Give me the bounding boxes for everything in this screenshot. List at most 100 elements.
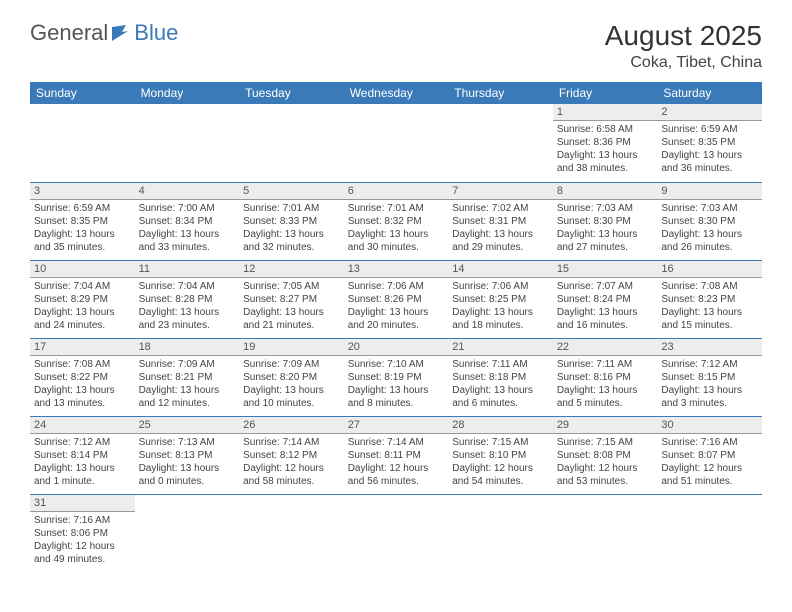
sunset-text: Sunset: 8:35 PM: [34, 215, 131, 228]
calendar-table: SundayMondayTuesdayWednesdayThursdayFrid…: [30, 82, 762, 572]
day-details: Sunrise: 7:06 AMSunset: 8:25 PMDaylight:…: [448, 278, 553, 336]
day-details: Sunrise: 6:58 AMSunset: 8:36 PMDaylight:…: [553, 121, 658, 179]
day-number: 15: [553, 261, 658, 278]
sunset-text: Sunset: 8:19 PM: [348, 371, 445, 384]
weekday-header: Thursday: [448, 82, 553, 104]
day-number: 23: [657, 339, 762, 356]
day-number: 26: [239, 417, 344, 434]
calendar-cell: 10Sunrise: 7:04 AMSunset: 8:29 PMDayligh…: [30, 260, 135, 338]
daylight-text: Daylight: 12 hours and 53 minutes.: [557, 462, 654, 488]
sunset-text: Sunset: 8:32 PM: [348, 215, 445, 228]
sunset-text: Sunset: 8:25 PM: [452, 293, 549, 306]
brand-part1: General: [30, 20, 108, 46]
sunset-text: Sunset: 8:26 PM: [348, 293, 445, 306]
calendar-cell: 19Sunrise: 7:09 AMSunset: 8:20 PMDayligh…: [239, 338, 344, 416]
daylight-text: Daylight: 13 hours and 21 minutes.: [243, 306, 340, 332]
day-number: 17: [30, 339, 135, 356]
brand-part2: Blue: [134, 20, 178, 46]
daylight-text: Daylight: 13 hours and 36 minutes.: [661, 149, 758, 175]
daylight-text: Daylight: 13 hours and 38 minutes.: [557, 149, 654, 175]
day-details: Sunrise: 7:15 AMSunset: 8:08 PMDaylight:…: [553, 434, 658, 492]
calendar-cell: .: [239, 494, 344, 572]
calendar-cell: .: [448, 104, 553, 182]
day-details: Sunrise: 7:16 AMSunset: 8:07 PMDaylight:…: [657, 434, 762, 492]
day-number: 31: [30, 495, 135, 512]
sunrise-text: Sunrise: 7:03 AM: [661, 202, 758, 215]
calendar-cell: 12Sunrise: 7:05 AMSunset: 8:27 PMDayligh…: [239, 260, 344, 338]
day-details: Sunrise: 7:01 AMSunset: 8:33 PMDaylight:…: [239, 200, 344, 258]
calendar-cell: 20Sunrise: 7:10 AMSunset: 8:19 PMDayligh…: [344, 338, 449, 416]
sunset-text: Sunset: 8:13 PM: [139, 449, 236, 462]
sunrise-text: Sunrise: 7:02 AM: [452, 202, 549, 215]
day-details: Sunrise: 7:14 AMSunset: 8:12 PMDaylight:…: [239, 434, 344, 492]
calendar-cell: 26Sunrise: 7:14 AMSunset: 8:12 PMDayligh…: [239, 416, 344, 494]
day-number: 4: [135, 183, 240, 200]
day-details: Sunrise: 7:05 AMSunset: 8:27 PMDaylight:…: [239, 278, 344, 336]
calendar-cell: 6Sunrise: 7:01 AMSunset: 8:32 PMDaylight…: [344, 182, 449, 260]
calendar-week-row: .....1Sunrise: 6:58 AMSunset: 8:36 PMDay…: [30, 104, 762, 182]
daylight-text: Daylight: 12 hours and 56 minutes.: [348, 462, 445, 488]
daylight-text: Daylight: 12 hours and 58 minutes.: [243, 462, 340, 488]
calendar-cell: 17Sunrise: 7:08 AMSunset: 8:22 PMDayligh…: [30, 338, 135, 416]
day-number: 11: [135, 261, 240, 278]
day-number: 5: [239, 183, 344, 200]
day-details: Sunrise: 6:59 AMSunset: 8:35 PMDaylight:…: [657, 121, 762, 179]
day-number: 18: [135, 339, 240, 356]
sunset-text: Sunset: 8:15 PM: [661, 371, 758, 384]
day-details: Sunrise: 7:15 AMSunset: 8:10 PMDaylight:…: [448, 434, 553, 492]
calendar-cell: 9Sunrise: 7:03 AMSunset: 8:30 PMDaylight…: [657, 182, 762, 260]
calendar-cell: 21Sunrise: 7:11 AMSunset: 8:18 PMDayligh…: [448, 338, 553, 416]
daylight-text: Daylight: 13 hours and 15 minutes.: [661, 306, 758, 332]
sunrise-text: Sunrise: 7:08 AM: [34, 358, 131, 371]
calendar-cell: 24Sunrise: 7:12 AMSunset: 8:14 PMDayligh…: [30, 416, 135, 494]
day-details: Sunrise: 7:11 AMSunset: 8:16 PMDaylight:…: [553, 356, 658, 414]
calendar-cell: 3Sunrise: 6:59 AMSunset: 8:35 PMDaylight…: [30, 182, 135, 260]
calendar-cell: 23Sunrise: 7:12 AMSunset: 8:15 PMDayligh…: [657, 338, 762, 416]
calendar-cell: 30Sunrise: 7:16 AMSunset: 8:07 PMDayligh…: [657, 416, 762, 494]
weekday-header: Tuesday: [239, 82, 344, 104]
sunrise-text: Sunrise: 7:15 AM: [557, 436, 654, 449]
day-details: Sunrise: 7:10 AMSunset: 8:19 PMDaylight:…: [344, 356, 449, 414]
sunset-text: Sunset: 8:29 PM: [34, 293, 131, 306]
day-details: Sunrise: 7:08 AMSunset: 8:22 PMDaylight:…: [30, 356, 135, 414]
daylight-text: Daylight: 13 hours and 26 minutes.: [661, 228, 758, 254]
sunset-text: Sunset: 8:12 PM: [243, 449, 340, 462]
sunset-text: Sunset: 8:14 PM: [34, 449, 131, 462]
calendar-cell: 16Sunrise: 7:08 AMSunset: 8:23 PMDayligh…: [657, 260, 762, 338]
sunset-text: Sunset: 8:31 PM: [452, 215, 549, 228]
sunrise-text: Sunrise: 7:15 AM: [452, 436, 549, 449]
daylight-text: Daylight: 13 hours and 12 minutes.: [139, 384, 236, 410]
daylight-text: Daylight: 13 hours and 33 minutes.: [139, 228, 236, 254]
sunrise-text: Sunrise: 7:10 AM: [348, 358, 445, 371]
daylight-text: Daylight: 13 hours and 6 minutes.: [452, 384, 549, 410]
calendar-week-row: 31Sunrise: 7:16 AMSunset: 8:06 PMDayligh…: [30, 494, 762, 572]
sunrise-text: Sunrise: 7:01 AM: [243, 202, 340, 215]
sunset-text: Sunset: 8:33 PM: [243, 215, 340, 228]
sunrise-text: Sunrise: 6:58 AM: [557, 123, 654, 136]
day-details: Sunrise: 7:12 AMSunset: 8:15 PMDaylight:…: [657, 356, 762, 414]
sunset-text: Sunset: 8:27 PM: [243, 293, 340, 306]
calendar-cell: 28Sunrise: 7:15 AMSunset: 8:10 PMDayligh…: [448, 416, 553, 494]
sunset-text: Sunset: 8:30 PM: [661, 215, 758, 228]
day-number: 24: [30, 417, 135, 434]
calendar-cell: 25Sunrise: 7:13 AMSunset: 8:13 PMDayligh…: [135, 416, 240, 494]
weekday-header: Sunday: [30, 82, 135, 104]
sunset-text: Sunset: 8:35 PM: [661, 136, 758, 149]
sunrise-text: Sunrise: 7:12 AM: [661, 358, 758, 371]
page-title: August 2025: [605, 20, 762, 52]
day-number: 7: [448, 183, 553, 200]
day-details: Sunrise: 7:11 AMSunset: 8:18 PMDaylight:…: [448, 356, 553, 414]
calendar-cell: .: [344, 494, 449, 572]
sunrise-text: Sunrise: 7:16 AM: [34, 514, 131, 527]
sunrise-text: Sunrise: 7:01 AM: [348, 202, 445, 215]
sunrise-text: Sunrise: 7:04 AM: [139, 280, 236, 293]
daylight-text: Daylight: 13 hours and 8 minutes.: [348, 384, 445, 410]
sunrise-text: Sunrise: 7:14 AM: [348, 436, 445, 449]
weekday-header: Saturday: [657, 82, 762, 104]
sunrise-text: Sunrise: 7:12 AM: [34, 436, 131, 449]
calendar-cell: .: [344, 104, 449, 182]
daylight-text: Daylight: 13 hours and 10 minutes.: [243, 384, 340, 410]
flag-icon: [112, 25, 132, 41]
day-number: 20: [344, 339, 449, 356]
day-number: 14: [448, 261, 553, 278]
